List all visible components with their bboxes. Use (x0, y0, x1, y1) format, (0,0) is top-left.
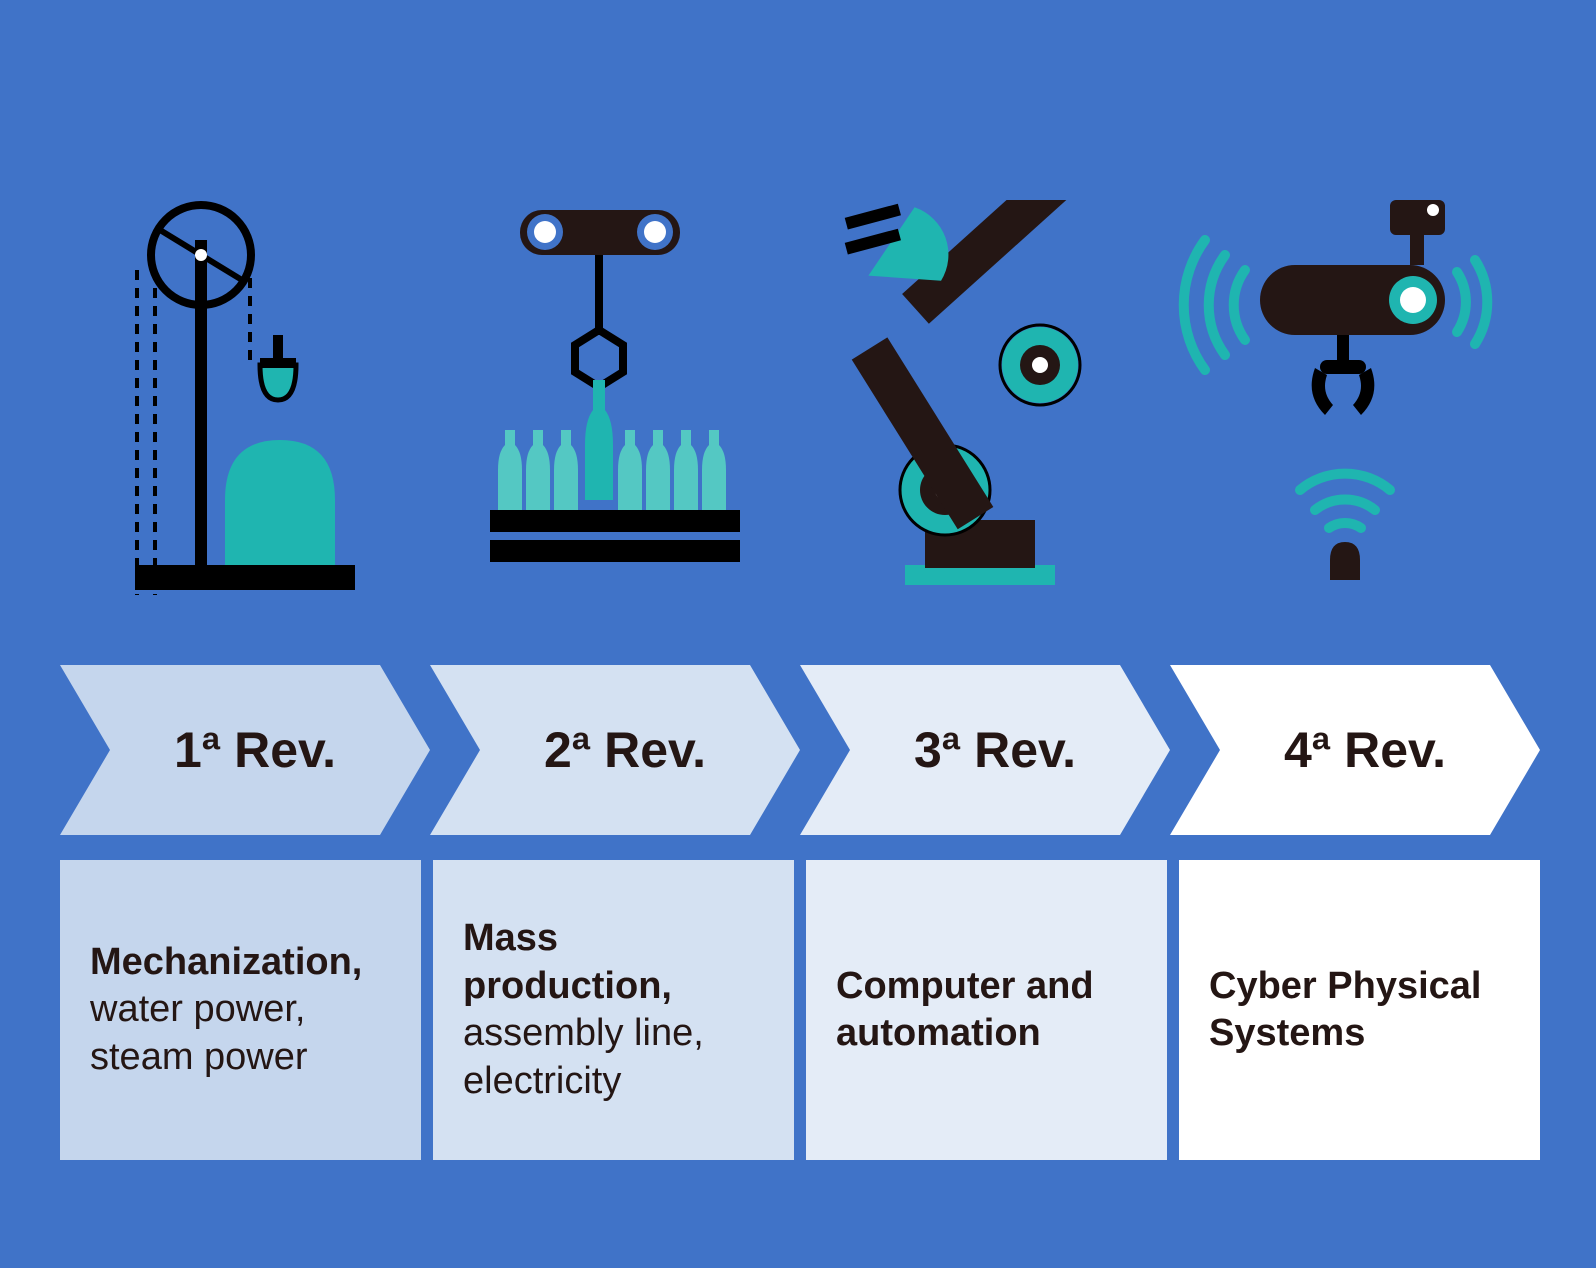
chevron-label-4: 4ª Rev. (1170, 665, 1540, 835)
chevron-row: 1ª Rev. 2ª Rev. 3ª Rev. 4ª Rev. (60, 665, 1540, 835)
desc-box-1: Mechanization, water power, steam power (60, 860, 421, 1160)
chevron-label-3: 3ª Rev. (800, 665, 1170, 835)
wireless-robot-icon (1165, 200, 1505, 600)
chevron-3: 3ª Rev. (800, 665, 1170, 835)
desc-box-3: Computer and automation (806, 860, 1167, 1160)
chevron-2: 2ª Rev. (430, 665, 800, 835)
chevron-1: 1ª Rev. (60, 665, 430, 835)
desc-bold-4: Cyber Physical Systems (1209, 963, 1510, 1058)
desc-bold-3: Computer and automation (836, 963, 1137, 1058)
desc-rest-2: assembly line, electricity (463, 1010, 764, 1105)
desc-rest-1: water power, steam power (90, 986, 391, 1081)
desc-box-4: Cyber Physical Systems (1179, 860, 1540, 1160)
icons-row (85, 180, 1505, 600)
steam-machine-icon (85, 200, 425, 600)
desc-bold-1: Mechanization, (90, 939, 391, 987)
chevron-label-1: 1ª Rev. (60, 665, 430, 835)
description-row: Mechanization, water power, steam power … (60, 860, 1540, 1160)
robot-arm-icon (805, 200, 1145, 600)
chevron-label-2: 2ª Rev. (430, 665, 800, 835)
desc-bold-2: Mass production, (463, 915, 764, 1010)
assembly-line-icon (445, 200, 785, 600)
desc-box-2: Mass production, assembly line, electric… (433, 860, 794, 1160)
chevron-4: 4ª Rev. (1170, 665, 1540, 835)
